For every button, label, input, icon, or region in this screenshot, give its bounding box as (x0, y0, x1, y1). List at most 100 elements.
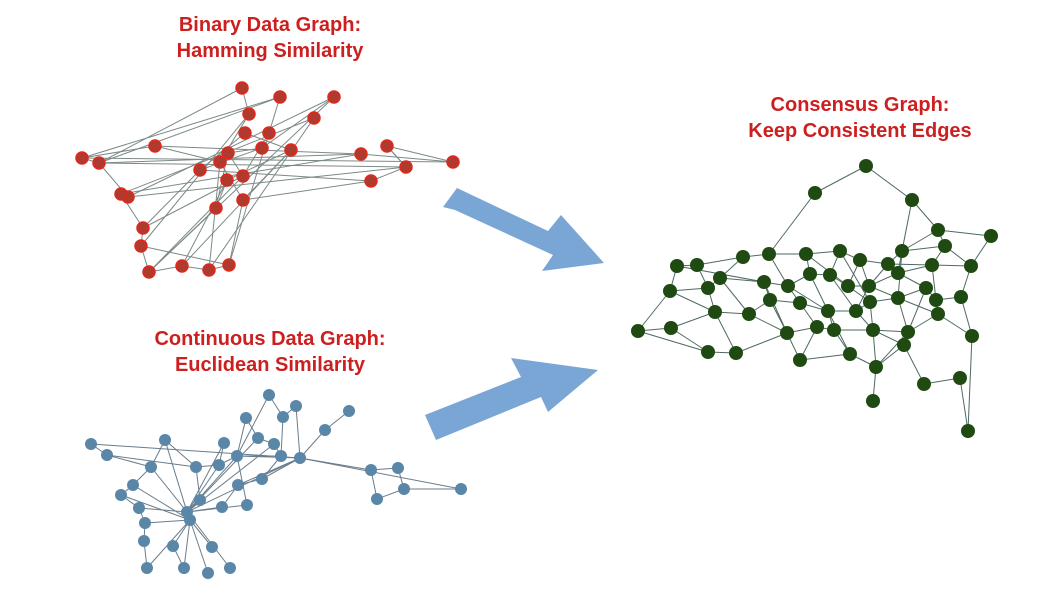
continuous-graph-node (138, 535, 150, 547)
consensus-graph-node (823, 268, 837, 282)
continuous-graph-node (455, 483, 467, 495)
consensus-graph-edge (799, 353, 851, 361)
continuous-graph-node (371, 493, 383, 505)
continuous-graph-edge (299, 429, 326, 459)
consensus-graph-node (925, 258, 939, 272)
continuous-graph-title-line2: Euclidean Similarity (174, 354, 366, 376)
continuous-graph-edge (280, 416, 284, 457)
binary-graph-node (236, 193, 250, 207)
consensus-graph-node (663, 284, 677, 298)
continuous-graph-edge (236, 417, 247, 457)
continuous-graph-node (256, 473, 268, 485)
continuous-graph-title: Continuous Data Graph: Euclidean Similar… (100, 326, 440, 378)
continuous-graph-edge (106, 454, 197, 468)
binary-graph-edge (181, 179, 228, 267)
consensus-graph-edge (763, 281, 788, 334)
binary-graph-node (236, 169, 250, 183)
binary-graph-node (142, 265, 156, 279)
continuous-graph-node (231, 450, 243, 462)
continuous-graph-node (190, 461, 202, 473)
consensus-graph-node (827, 323, 841, 337)
consensus-graph-edge (669, 290, 716, 313)
binary-graph-node (220, 173, 234, 187)
binary-graph-node (284, 143, 298, 157)
binary-graph-node (134, 239, 148, 253)
consensus-graph-edge (901, 199, 913, 252)
continuous-graph-node (145, 461, 157, 473)
binary-graph-node (175, 259, 189, 273)
consensus-graph-node (799, 247, 813, 261)
consensus-graph-node (664, 321, 678, 335)
binary-graph-node (307, 111, 321, 125)
continuous-graph-edge (236, 394, 270, 457)
binary-graph-edge (228, 199, 244, 266)
continuous-graph-node (178, 562, 190, 574)
consensus-graph-node (863, 295, 877, 309)
consensus-graph-node (793, 353, 807, 367)
binary-graph-node (273, 90, 287, 104)
continuous-graph-edge (120, 494, 191, 521)
binary-graph-node (327, 90, 341, 104)
consensus-graph-node (729, 346, 743, 360)
continuous-graph-node (263, 389, 275, 401)
consensus-graph-node (954, 290, 968, 304)
binary-graph-edge (244, 132, 292, 151)
continuous-graph-edge (138, 507, 188, 513)
continuous-graph-node (343, 405, 355, 417)
consensus-graph-node (781, 279, 795, 293)
continuous-graph-edge (164, 439, 197, 468)
consensus-graph-node (931, 307, 945, 321)
consensus-graph-edge (897, 297, 939, 315)
consensus-graph-node (891, 266, 905, 280)
binary-graph-node (136, 221, 150, 235)
consensus-graph-edge (907, 287, 927, 333)
consensus-graph-node (708, 305, 722, 319)
consensus-graph-edge (787, 285, 829, 312)
consensus-graph-edge (865, 165, 913, 201)
consensus-graph-edge (748, 313, 788, 334)
consensus-graph-node (701, 281, 715, 295)
binary-graph-title-line1: Binary Data Graph: (178, 14, 362, 36)
binary-graph-node (221, 146, 235, 160)
continuous-graph-node (392, 462, 404, 474)
consensus-graph-node (862, 279, 876, 293)
continuous-graph-node (167, 540, 179, 552)
consensus-graph-node (742, 307, 756, 321)
binary-graph-node (213, 155, 227, 169)
consensus-graph-node (859, 159, 873, 173)
consensus-graph-node (853, 253, 867, 267)
continuous-graph-node (224, 562, 236, 574)
binary-graph-node (446, 155, 460, 169)
binary-graph-edge (98, 162, 407, 168)
binary-graph-edge (386, 145, 454, 163)
continuous-graph-edge (236, 455, 248, 506)
consensus-graph-edge (887, 263, 933, 266)
continuous-graph-node (294, 452, 306, 464)
continuous-graph-edge (186, 464, 220, 513)
arrow-binary-to-consensus (443, 188, 604, 271)
consensus-graph-edge (875, 331, 909, 368)
consensus-graph-edge (637, 290, 671, 332)
continuous-graph-node (277, 411, 289, 423)
binary-graph-edge (208, 117, 315, 271)
binary-graph-edge (142, 169, 201, 229)
consensus-graph-node (964, 259, 978, 273)
consensus-graph-edge (839, 250, 871, 303)
binary-graph-node (92, 156, 106, 170)
consensus-graph-node (810, 320, 824, 334)
binary-graph-edge (98, 87, 243, 164)
binary-graph-edge (127, 166, 407, 198)
continuous-graph-edge (299, 457, 462, 490)
continuous-graph-edge (186, 442, 225, 513)
consensus-graph-node (670, 259, 684, 273)
consensus-graph-node (843, 347, 857, 361)
consensus-graph-node (965, 329, 979, 343)
continuous-graph-node (202, 567, 214, 579)
consensus-graph (631, 159, 998, 438)
consensus-graph-node (901, 325, 915, 339)
consensus-graph-edge (637, 330, 709, 353)
binary-graph-title-line2: Hamming Similarity (176, 40, 364, 62)
binary-graph-edge (261, 96, 335, 149)
arrow-continuous-to-consensus (425, 358, 598, 440)
